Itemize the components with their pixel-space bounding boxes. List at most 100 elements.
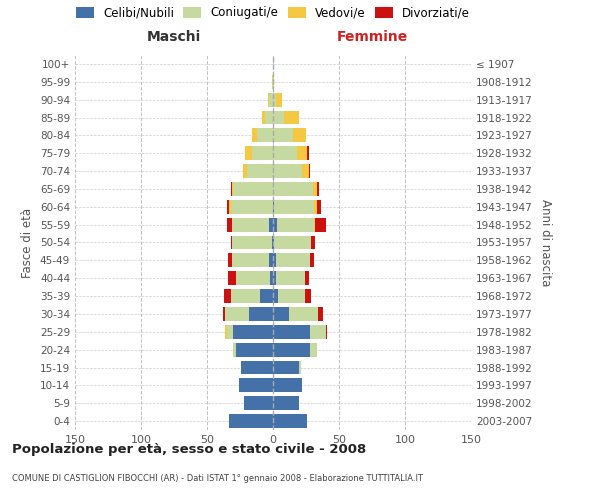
Bar (232, 218, 269, 232)
Bar (308, 164, 310, 178)
Bar (229, 414, 273, 428)
Bar (236, 342, 273, 356)
Bar (273, 307, 289, 321)
Bar (272, 75, 273, 89)
Bar (275, 92, 282, 106)
Bar (232, 182, 233, 196)
Bar (310, 325, 326, 339)
Bar (273, 164, 302, 178)
Bar (227, 218, 232, 232)
Bar (273, 75, 274, 89)
Bar (277, 218, 314, 232)
Bar (232, 236, 272, 250)
Bar (273, 360, 299, 374)
Bar (252, 128, 257, 142)
Bar (273, 254, 275, 268)
Bar (262, 110, 265, 124)
Bar (226, 325, 227, 339)
Text: Maschi: Maschi (147, 30, 201, 44)
Bar (273, 128, 293, 142)
Bar (247, 164, 273, 178)
Bar (305, 289, 311, 303)
Bar (228, 254, 232, 268)
Bar (227, 200, 229, 214)
Bar (269, 92, 273, 106)
Bar (269, 218, 273, 232)
Text: Popolazione per età, sesso e stato civile - 2008: Popolazione per età, sesso e stato civil… (12, 442, 366, 456)
Bar (302, 164, 308, 178)
Bar (273, 378, 302, 392)
Y-axis label: Fasce di età: Fasce di età (22, 208, 34, 278)
Bar (252, 146, 273, 160)
Bar (233, 342, 236, 356)
Bar (314, 218, 315, 232)
Bar (231, 200, 273, 214)
Bar (242, 164, 247, 178)
Bar (289, 307, 318, 321)
Bar (232, 254, 269, 268)
Bar (318, 307, 323, 321)
Bar (228, 271, 236, 285)
Bar (313, 182, 317, 196)
Bar (231, 289, 260, 303)
Bar (273, 92, 275, 106)
Bar (278, 289, 305, 303)
Bar (272, 236, 273, 250)
Bar (245, 146, 252, 160)
Bar (273, 342, 310, 356)
Bar (260, 289, 273, 303)
Bar (293, 128, 306, 142)
Bar (315, 218, 326, 232)
Bar (273, 218, 277, 232)
Bar (273, 396, 299, 410)
Bar (317, 200, 320, 214)
Bar (233, 325, 273, 339)
Bar (265, 110, 273, 124)
Bar (244, 396, 273, 410)
Bar (231, 236, 232, 250)
Bar (268, 92, 269, 106)
Bar (236, 271, 271, 285)
Bar (310, 342, 317, 356)
Bar (273, 414, 307, 428)
Bar (273, 236, 274, 250)
Bar (241, 360, 273, 374)
Bar (231, 182, 232, 196)
Bar (275, 271, 305, 285)
Bar (227, 325, 233, 339)
Bar (223, 307, 226, 321)
Bar (314, 200, 317, 214)
Bar (326, 325, 327, 339)
Bar (274, 236, 311, 250)
Bar (273, 200, 274, 214)
Bar (224, 289, 231, 303)
Bar (273, 146, 297, 160)
Bar (310, 254, 314, 268)
Bar (274, 200, 314, 214)
Bar (305, 271, 308, 285)
Bar (273, 110, 284, 124)
Legend: Celibi/Nubili, Coniugati/e, Vedovi/e, Divorziati/e: Celibi/Nubili, Coniugati/e, Vedovi/e, Di… (72, 3, 474, 23)
Bar (273, 271, 275, 285)
Text: COMUNE DI CASTIGLION FIBOCCHI (AR) - Dati ISTAT 1° gennaio 2008 - Elaborazione T: COMUNE DI CASTIGLION FIBOCCHI (AR) - Dat… (12, 474, 423, 483)
Y-axis label: Anni di nascita: Anni di nascita (539, 199, 552, 286)
Bar (239, 378, 273, 392)
Text: Femmine: Femmine (337, 30, 407, 44)
Bar (273, 289, 278, 303)
Bar (257, 128, 273, 142)
Bar (275, 254, 310, 268)
Bar (299, 360, 301, 374)
Bar (284, 110, 299, 124)
Bar (273, 325, 310, 339)
Bar (297, 146, 307, 160)
Bar (229, 200, 231, 214)
Bar (233, 182, 273, 196)
Bar (273, 182, 313, 196)
Bar (226, 307, 249, 321)
Bar (311, 236, 315, 250)
Bar (249, 307, 273, 321)
Bar (307, 146, 308, 160)
Bar (271, 271, 273, 285)
Bar (317, 182, 319, 196)
Bar (269, 254, 273, 268)
